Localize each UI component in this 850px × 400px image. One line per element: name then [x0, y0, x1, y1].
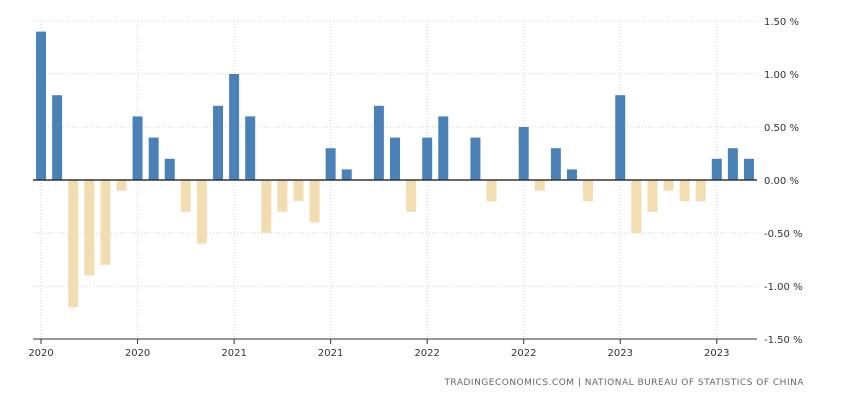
bar — [550, 148, 561, 180]
y-tick-label: 1.00 % — [764, 70, 799, 81]
y-tick-label: 0.50 % — [764, 123, 799, 134]
source-credit: TRADINGECONOMICS.COM | NATIONAL BUREAU O… — [444, 378, 804, 388]
bar — [438, 116, 449, 180]
x-tick-label: 2023 — [704, 348, 729, 359]
bar — [229, 74, 240, 180]
y-tick-label: -1.50 % — [764, 335, 803, 346]
bar — [148, 137, 159, 180]
bar — [406, 180, 417, 212]
bar — [679, 180, 690, 202]
y-tick-label: 1.50 % — [764, 17, 799, 28]
x-tick-label: 2022 — [511, 348, 536, 359]
x-tick-label: 2023 — [608, 348, 633, 359]
bar — [116, 180, 127, 191]
bar — [164, 158, 175, 180]
bar — [196, 180, 207, 244]
bar — [566, 169, 577, 180]
bar — [325, 148, 336, 180]
bar — [631, 180, 642, 233]
bar — [373, 105, 384, 180]
bar — [711, 158, 722, 180]
bar — [277, 180, 288, 212]
bar — [180, 180, 191, 212]
bar — [261, 180, 272, 233]
y-tick-label: 0.00 % — [764, 176, 799, 187]
bar — [534, 180, 545, 191]
x-tick-label: 2021 — [318, 348, 343, 359]
bar — [422, 137, 433, 180]
bar — [470, 137, 481, 180]
bar — [84, 180, 95, 276]
bar — [695, 180, 706, 202]
bar — [615, 95, 626, 180]
bar — [390, 137, 400, 180]
y-tick-label: -0.50 % — [764, 229, 803, 240]
bar — [68, 180, 79, 308]
x-tick-label: 2020 — [28, 348, 53, 359]
bar — [583, 180, 594, 202]
bar — [36, 31, 47, 180]
bar — [100, 180, 111, 265]
bar — [341, 169, 352, 180]
bar — [132, 116, 143, 180]
bar — [518, 127, 529, 180]
x-tick-label: 2020 — [125, 348, 150, 359]
x-tick-label: 2022 — [414, 348, 439, 359]
y-tick-label: -1.00 % — [764, 282, 803, 293]
bar — [486, 180, 497, 202]
bar — [647, 180, 658, 212]
bar — [727, 148, 738, 180]
bar — [663, 180, 674, 191]
bar — [309, 180, 320, 223]
bar — [52, 95, 63, 180]
bar — [213, 105, 224, 180]
bar — [245, 116, 256, 180]
bar — [293, 180, 304, 202]
bar — [743, 158, 754, 180]
x-tick-label: 2021 — [221, 348, 246, 359]
